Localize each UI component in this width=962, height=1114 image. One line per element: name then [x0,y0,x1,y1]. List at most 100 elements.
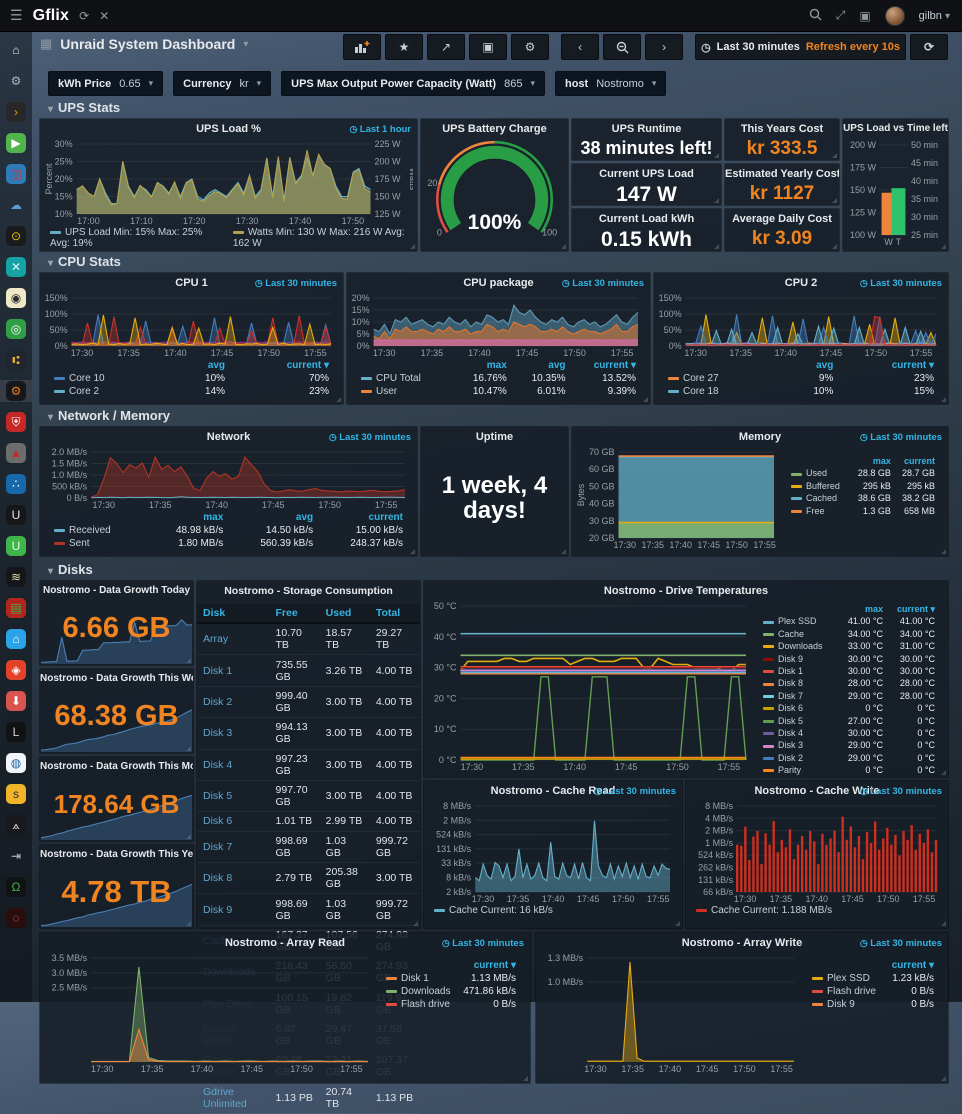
legend-column-header[interactable]: avg [548,360,566,371]
blue-dots-icon[interactable]: ∴ [6,474,26,494]
table-column-header[interactable]: Total [369,604,420,624]
settings-icon[interactable]: ⚙ [10,74,22,88]
time-range-picker[interactable]: ◷ Last 30 minutes Refresh every 10s [695,34,906,60]
time-forward-button[interactable]: › [645,34,684,60]
array-read-graph[interactable]: 2.5 MB/s 3.0 MB/s 3.5 MB/s 17:30 17:35 17:40 1… [44,953,376,1075]
legend-series-name[interactable]: User [357,385,452,398]
legend-series-name[interactable]: Parity [760,764,837,776]
legend-column-header[interactable]: current ▾ [896,604,935,614]
shield-icon[interactable]: ⛨ [6,412,26,432]
panel-title[interactable]: Memory [738,431,782,443]
cloud-icon[interactable]: ☁ [10,198,22,212]
media-player-icon[interactable]: ◫ [6,164,26,184]
panel-title[interactable]: Nostromo - Array Write [681,937,803,949]
alert-triangle-icon[interactable]: ▲ [6,443,26,463]
ombi-icon[interactable]: ✕ [6,257,26,277]
download-app-icon[interactable]: ⬇ [6,691,26,711]
legend-column-header[interactable]: current ▾ [473,960,516,971]
fullscreen-icon[interactable]: ⤢ [835,8,846,22]
legend-column-header[interactable]: avg [295,512,314,523]
network-graph[interactable]: 0 B/s 500 kB/s 1.0 MB/s 1.5 MB/s 2.0 MB/s 17:… [44,447,413,511]
legend-series-name[interactable]: Downloads [382,985,457,998]
ups-load-graph[interactable]: 10% 15% 20% 25% 30% 125 W 150 W 175 W 200 W 225 W… [44,139,413,227]
ups-battery-gauge[interactable]: 0 20 50 100 100% [425,139,564,247]
variable-kwh-price[interactable]: kWh Price 0.65 ▾ [48,71,164,96]
plex-icon[interactable]: › [6,102,26,122]
legend-series-name[interactable]: Disk 4 [760,727,837,739]
panel-title[interactable]: Nostromo - Data Growth Today [42,585,191,596]
panel-title[interactable]: Network [206,431,251,443]
row-header-cpu-stats[interactable]: ▾ CPU Stats [48,254,121,269]
burger-app-icon[interactable]: ≋ [6,567,26,587]
legend-column-header[interactable]: max [486,360,507,371]
cpu-package-graph[interactable]: 0% 5% 10% 15% 20% 17:30 17:35 17:40 17:45 17:50 17… [351,293,646,359]
save-dashboard-button[interactable]: ▣ [469,34,508,60]
stats-bars-icon[interactable]: ▤ [6,598,26,618]
legend-series-name[interactable]: Plex SSD [808,972,885,985]
legend-column-header[interactable]: max [872,456,891,466]
green-app-icon[interactable]: ◎ [6,319,26,339]
hamburger-menu-icon[interactable]: ☰ [10,7,23,23]
legend-series-name[interactable]: Received [50,524,146,537]
legend-column-header[interactable]: avg [207,360,226,371]
panel-title[interactable]: CPU 2 [784,277,818,289]
panel-title[interactable]: Current Load kWh [598,213,695,225]
legend-series-name[interactable]: Disk 1 [382,972,457,985]
legend-series-name[interactable]: CPU Total [357,372,452,385]
search-icon[interactable] [809,8,822,24]
sabnzbd-icon[interactable]: s [6,784,26,804]
legend-series-name[interactable]: Disk 5 [760,715,837,727]
dashboard-title-caret-icon[interactable]: ▾ [243,38,249,50]
unraid-icon[interactable]: U [6,536,26,556]
panel-title[interactable]: UPS Load % [196,123,261,135]
cache-write-graph[interactable]: 66 kB/s 131 kB/s 262 kB/s 524 kB/s 1 MB/s 2 M… [690,801,944,905]
variable-host[interactable]: host Nostromo ▾ [554,71,667,96]
legend-series-name[interactable]: Used [788,467,850,479]
red-ring-icon[interactable]: ◌ [6,908,26,928]
legend-series-name[interactable]: Disk 9 [760,653,837,665]
legend-series-name[interactable]: Disk 1 [760,665,837,677]
array-write-graph[interactable]: 1.0 MB/s 1.3 MB/s 17:30 17:35 17:40 17:45 17:5… [540,953,802,1075]
share-dashboard-button[interactable]: ↗ [427,34,466,60]
legend-series-name[interactable]: Buffered [788,480,850,492]
panel-title[interactable]: CPU package [463,277,534,289]
legend-series-name[interactable]: Free [788,505,850,517]
dashboard-settings-button[interactable]: ⚙ [511,34,550,60]
zoom-out-button[interactable] [603,34,642,60]
legend-series-name[interactable]: Disk 3 [760,739,837,751]
legend-column-header[interactable]: current [368,512,403,523]
dashboard-title[interactable]: Unraid System Dashboard [60,36,236,52]
ubiquiti-icon[interactable]: U [6,505,26,525]
variable-currency[interactable]: Currency kr ▾ [173,71,272,96]
legend-column-header[interactable]: current ▾ [891,960,934,971]
panel-title[interactable]: UPS Load vs Time left [843,123,948,134]
table-column-header[interactable]: Free [269,604,320,624]
tab-close-icon[interactable]: ✕ [99,8,110,23]
kiosk-mode-icon[interactable]: ▣ [859,8,871,23]
panel-title[interactable]: Nostromo - Array Read [224,937,345,949]
refresh-button[interactable]: ⟳ [910,34,948,60]
panel-title[interactable]: This Years Cost [740,123,824,135]
legend-series-name[interactable]: Core 10 [50,372,171,385]
legend-column-header[interactable]: max [203,512,224,523]
legend-item[interactable]: UPS Load Min: 15% Max: 25% Avg: 19% [50,227,203,249]
disc-app-icon[interactable]: ◉ [6,288,26,308]
legend-series-name[interactable]: Disk 8 [760,677,837,689]
lazylibrarian-icon[interactable]: L [6,722,26,742]
legend-column-header[interactable]: current ▾ [286,360,329,371]
legend-item[interactable]: Cache Current: 1.188 MB/s [696,905,832,916]
legend-series-name[interactable]: Core 2 [50,385,171,398]
home-assistant-icon[interactable]: ⌂ [6,629,26,649]
cpu2-graph[interactable]: 0% 50% 100% 150% 17:30 17:35 17:40 17:45 17:50 17… [658,293,944,359]
panel-title[interactable]: Nostromo - Data Growth This Week [40,673,193,684]
legend-series-name[interactable]: Core 18 [664,385,781,398]
emby-icon[interactable]: ▶ [6,133,26,153]
legend-series-name[interactable]: Flash drive [808,985,885,998]
gitlab-icon[interactable]: ◈ [6,660,26,680]
user-menu[interactable]: gilbn ▾ [918,9,950,22]
legend-series-name[interactable]: Plex SSD [760,615,837,627]
home-icon[interactable]: ⌂ [12,43,20,57]
drive-temperatures-graph[interactable]: 0 °C 10 °C 20 °C 30 °C 40 °C 50 °C 17:30 17:35 1… [428,601,754,773]
avatar[interactable] [884,5,905,26]
legend-column-header[interactable]: avg [816,360,834,371]
